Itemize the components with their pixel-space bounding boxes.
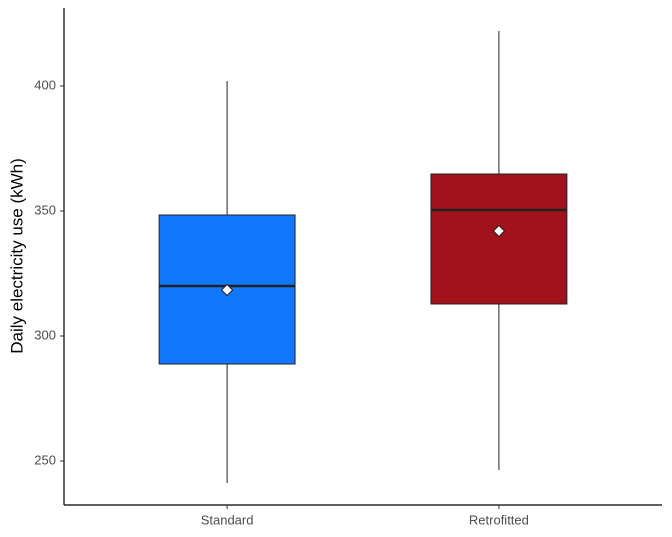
x-tick-label: Standard (201, 512, 254, 527)
mean-marker (220, 283, 234, 297)
x-tick-label: Retrofitted (469, 512, 529, 527)
box (158, 214, 296, 365)
y-tick-label: 300 (34, 327, 56, 342)
y-tick-label: 400 (34, 77, 56, 92)
y-tick-label: 250 (34, 452, 56, 467)
box (430, 173, 568, 305)
y-axis-title: Daily electricity use (kWh) (7, 158, 26, 354)
mean-marker (492, 224, 506, 238)
y-tick-label: 350 (34, 202, 56, 217)
